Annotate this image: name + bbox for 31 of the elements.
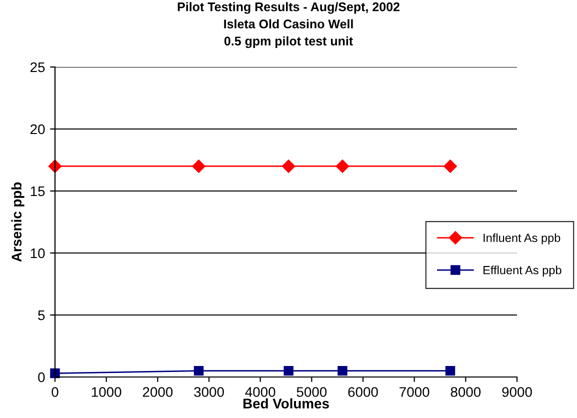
point (50, 368, 60, 378)
y-tick-label: 15 (30, 186, 45, 196)
point (282, 160, 296, 173)
x-tick-label: 8000 (450, 387, 481, 397)
point (338, 366, 348, 376)
point (194, 366, 204, 376)
y-tick-label: 20 (30, 124, 45, 134)
x-tick-label: 2000 (142, 387, 173, 397)
y-tick-label: 5 (38, 310, 45, 320)
x-tick-label: 5000 (296, 387, 327, 397)
legend-label: Effluent As ppb (484, 266, 562, 277)
y-tick-label: 25 (30, 62, 45, 72)
x-tick-label: 0 (52, 387, 58, 397)
point (284, 366, 294, 376)
x-axis-title: Bed Volumes (243, 398, 329, 408)
x-tick-label: 4000 (245, 387, 276, 397)
x-tick-label: 7000 (400, 387, 430, 397)
chart-title: Pilot Testing Results - Aug/Sept, 2002 Isleta Old Casino Well 0.5 gpm pilot test unit (178, 2, 400, 48)
y-tick-label: 10 (30, 248, 45, 258)
legend-label: Influent As ppb (484, 233, 560, 244)
x-tick-label: 9000 (502, 387, 532, 397)
y-tick-label: 0 (38, 372, 45, 382)
point (445, 366, 456, 376)
point (48, 160, 62, 173)
x-tick-label: 3000 (194, 387, 224, 397)
point (336, 160, 350, 173)
point (192, 160, 206, 173)
x-tick-label: 6000 (348, 387, 378, 397)
y-axis-title: Arsenic ppb (11, 182, 24, 262)
x-tick-label: 1000 (92, 387, 122, 397)
point (444, 160, 457, 173)
